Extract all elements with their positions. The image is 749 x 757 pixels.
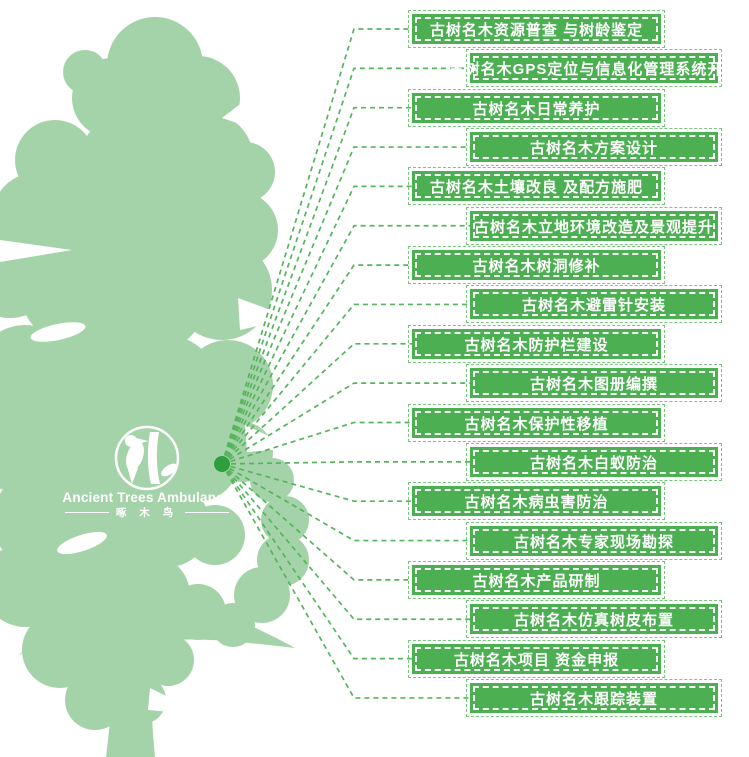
service-box-1[interactable]: 古树名木资源普查 与树龄鉴定 [408,10,665,48]
connector-line [221,461,470,465]
logo-emblem [114,425,180,491]
service-box-7[interactable]: 古树名木树洞修补 [408,246,665,284]
logo-title: Ancient Trees Ambulance [62,490,232,505]
connector-line [221,224,470,465]
service-box-12[interactable]: 古树名木白蚁防治 [466,443,722,481]
service-box-6[interactable]: 古树名木立地环境改造及景观提升 [466,207,722,245]
connector-line [221,463,470,542]
connector-line [221,28,412,465]
service-box-2[interactable]: 古树名木GPS定位与信息化管理系统开发 [449,49,738,87]
service-box-13[interactable]: 古树名木病虫害防治 [408,482,665,520]
subtitle-rule-left [64,512,109,513]
connector-line [221,382,470,465]
connector-line [221,106,412,465]
connector-line [221,463,412,503]
connector-line [221,463,412,581]
connector-line [221,421,412,465]
connector-line [221,463,412,660]
service-box-15[interactable]: 古树名木产品研制 [408,561,665,599]
service-box-14[interactable]: 古树名木专家现场勘探 [466,522,722,560]
service-box-11[interactable]: 古树名木保护性移植 [408,404,665,442]
service-box-10[interactable]: 古树名木图册编撰 [466,364,722,402]
logo-subtitle: 啄 木 鸟 [42,505,252,520]
service-box-8[interactable]: 古树名木避雷针安装 [466,285,722,323]
connector-line [221,146,470,465]
connector-line [221,264,412,465]
connector-line [221,303,470,465]
subtitle-rule-right [185,512,230,513]
service-box-4[interactable]: 古树名木方案设计 [466,128,722,166]
service-box-9[interactable]: 古树名木防护栏建设 [408,325,665,363]
connector-line [221,463,470,699]
service-box-18[interactable]: 古树名木跟踪装置 [466,679,722,717]
connector-line [221,67,470,465]
service-box-17[interactable]: 古树名木项目 资金申报 [408,640,665,678]
service-box-5[interactable]: 古树名木土壤改良 及配方施肥 [408,167,665,205]
tree-trunk [18,500,295,757]
connector-line [221,463,470,621]
service-box-3[interactable]: 古树名木日常养护 [408,89,665,127]
logo-subtitle-text: 啄 木 鸟 [115,507,179,519]
tree-canopy [0,17,309,730]
service-box-16[interactable]: 古树名木仿真树皮布置 [466,600,722,638]
connector-line [221,185,412,465]
woodpecker-icon [125,432,177,484]
connector-line [221,342,412,465]
hub-dot [214,456,230,472]
connector-lines [221,28,470,699]
